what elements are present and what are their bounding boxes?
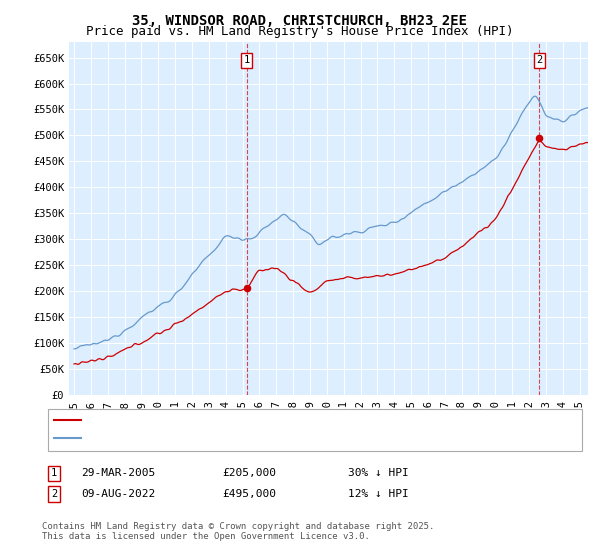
Text: Contains HM Land Registry data © Crown copyright and database right 2025.
This d: Contains HM Land Registry data © Crown c… [42, 522, 434, 542]
Text: 35, WINDSOR ROAD, CHRISTCHURCH, BH23 2EE: 35, WINDSOR ROAD, CHRISTCHURCH, BH23 2EE [133, 14, 467, 28]
Text: £205,000: £205,000 [222, 468, 276, 478]
Text: 1: 1 [244, 55, 250, 65]
Text: 29-MAR-2005: 29-MAR-2005 [81, 468, 155, 478]
Point [535, 133, 544, 142]
Text: 12% ↓ HPI: 12% ↓ HPI [348, 489, 409, 499]
Text: HPI: Average price, detached house, Bournemouth Christchurch and Poole: HPI: Average price, detached house, Bour… [87, 433, 524, 444]
Text: 1: 1 [51, 468, 57, 478]
Point [242, 284, 251, 293]
Text: 35, WINDSOR ROAD, CHRISTCHURCH, BH23 2EE (detached house): 35, WINDSOR ROAD, CHRISTCHURCH, BH23 2EE… [87, 415, 443, 425]
Text: 2: 2 [51, 489, 57, 499]
Text: 2: 2 [536, 55, 542, 65]
Text: £495,000: £495,000 [222, 489, 276, 499]
Text: 30% ↓ HPI: 30% ↓ HPI [348, 468, 409, 478]
Text: 09-AUG-2022: 09-AUG-2022 [81, 489, 155, 499]
Text: Price paid vs. HM Land Registry's House Price Index (HPI): Price paid vs. HM Land Registry's House … [86, 25, 514, 38]
